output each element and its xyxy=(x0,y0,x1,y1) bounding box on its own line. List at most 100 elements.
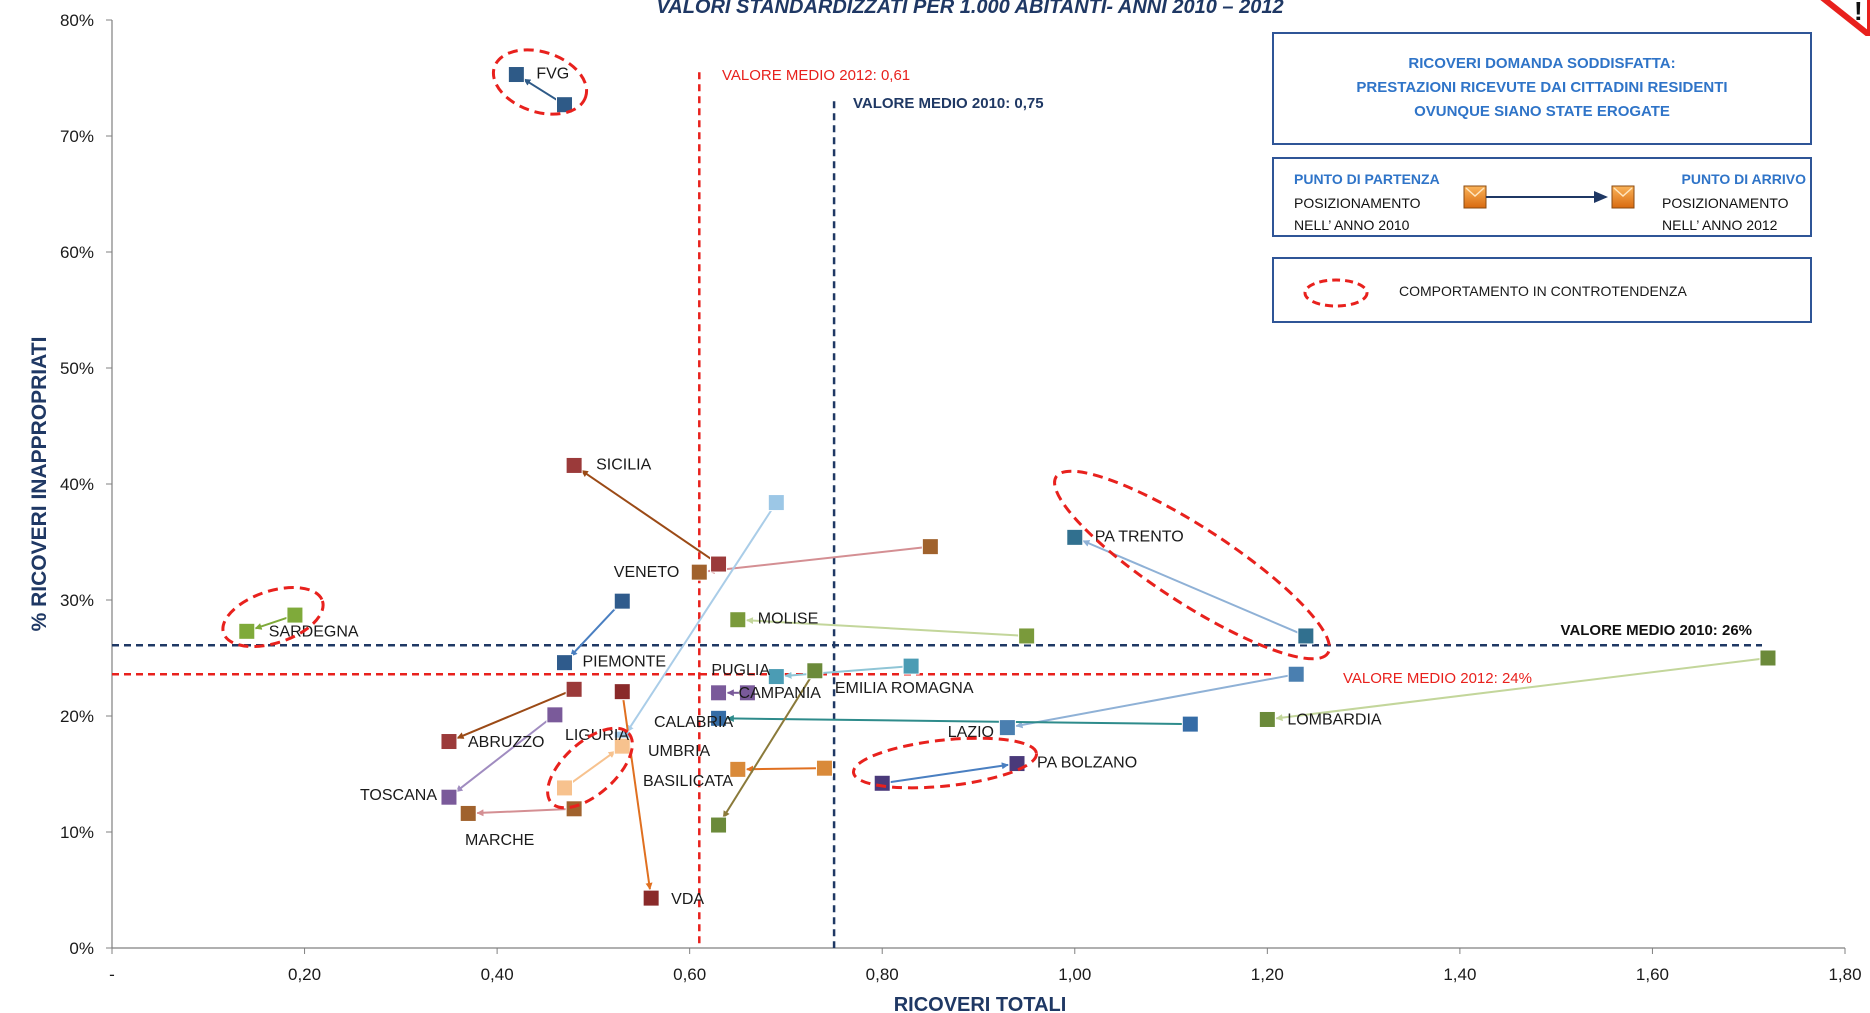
legend-description-box: RICOVERI DOMANDA SODDISFATTA: PRESTAZION… xyxy=(1272,32,1812,145)
point-label: CAMPANIA xyxy=(739,685,822,702)
point-label: SARDEGNA xyxy=(269,623,359,640)
point-label: ABRUZZO xyxy=(468,734,544,751)
movement-arrow xyxy=(722,677,812,818)
point-2010 xyxy=(738,684,756,702)
movement-arrow xyxy=(580,469,713,561)
point-2010 xyxy=(1297,627,1315,645)
point-label: LAZIO xyxy=(948,724,994,741)
point-2012 xyxy=(767,668,785,686)
point-label: PA TRENTO xyxy=(1095,528,1184,545)
x-tick-label: 1,80 xyxy=(1828,965,1861,984)
controtendenza-ellipse xyxy=(546,726,634,810)
x-tick-label: 1,60 xyxy=(1636,965,1669,984)
movement-arrow xyxy=(746,617,1019,637)
point-2012 xyxy=(459,804,477,822)
reference-line-label: VALORE MEDIO 2010: 26% xyxy=(1561,622,1752,639)
point-2010 xyxy=(710,555,728,573)
point-2010 xyxy=(815,759,833,777)
x-tick-label: 1,40 xyxy=(1443,965,1476,984)
point-label: MOLISE xyxy=(758,611,818,628)
legend-description-line-3: OVUNQUE SIANO STATE EROGATE xyxy=(1414,103,1670,120)
movement-arrow xyxy=(707,546,923,574)
controtendenza-ellipse xyxy=(491,48,589,116)
y-tick-label: 20% xyxy=(60,707,94,726)
point-label: EMILIA ROMAGNA xyxy=(835,680,974,697)
point-2010 xyxy=(902,657,920,675)
point-2012 xyxy=(238,622,256,640)
point-2010 xyxy=(556,779,574,797)
y-tick-label: 0% xyxy=(69,939,94,958)
point-label: VDA xyxy=(671,891,704,908)
point-2012 xyxy=(729,760,747,778)
y-tick-label: 30% xyxy=(60,591,94,610)
reference-line-label: VALORE MEDIO 2012: 0,61 xyxy=(722,67,910,84)
legend-description-line-2: PRESTAZIONI RICEVUTE DAI CITTADINI RESID… xyxy=(1356,79,1728,96)
point-label: LIGURIA xyxy=(565,727,629,744)
chart-title: VALORI STANDARDIZZATI PER 1.000 ABITANTI… xyxy=(656,0,1283,18)
y-axis-title: % RICOVERI INAPPROPRIATI xyxy=(28,337,51,632)
movement-arrow xyxy=(456,691,568,739)
reference-line-label: VALORE MEDIO 2012: 24% xyxy=(1343,670,1532,687)
x-tick-label: 0,20 xyxy=(288,965,321,984)
point-2012 xyxy=(440,788,458,806)
movement-arrow xyxy=(569,606,618,657)
legend-ellipse-icon xyxy=(1303,278,1369,308)
point-label: MARCHE xyxy=(465,832,534,849)
point-2010 xyxy=(546,706,564,724)
point-2010 xyxy=(565,800,583,818)
legend-end-line-1: POSIZIONAMENTO xyxy=(1662,195,1789,211)
y-tick-label: 80% xyxy=(60,11,94,30)
point-label: PIEMONTE xyxy=(583,654,667,671)
x-tick-label: - xyxy=(109,965,115,984)
point-label: SICILIA xyxy=(596,456,651,473)
point-label: LOMBARDIA xyxy=(1287,711,1382,728)
point-2010 xyxy=(1287,665,1305,683)
x-tick-label: 1,00 xyxy=(1058,965,1091,984)
x-tick-label: 1,20 xyxy=(1251,965,1284,984)
point-2012 xyxy=(710,684,728,702)
legend-end-title: PUNTO DI ARRIVO xyxy=(1681,171,1806,187)
point-2012 xyxy=(440,733,458,751)
legend-end-line-2: NELL’ ANNO 2012 xyxy=(1662,217,1778,233)
movement-arrow xyxy=(626,508,773,733)
movement-arrow xyxy=(570,750,616,785)
x-tick-label: 0,40 xyxy=(481,965,514,984)
controtendenza-ellipse xyxy=(851,736,1039,790)
warning-icon: ! xyxy=(1820,0,1870,36)
movement-arrow xyxy=(1082,539,1299,634)
legend-ellipse-text: COMPORTAMENTO IN CONTROTENDENZA xyxy=(1399,283,1687,299)
movement-arrow xyxy=(784,665,904,679)
point-label: TOSCANA xyxy=(360,787,437,804)
point-2012 xyxy=(565,456,583,474)
point-2010 xyxy=(921,538,939,556)
point-2012 xyxy=(642,889,660,907)
y-tick-label: 70% xyxy=(60,127,94,146)
point-2010 xyxy=(613,592,631,610)
movement-arrow xyxy=(523,78,559,102)
controtendenza-ellipse xyxy=(221,586,325,648)
y-tick-label: 10% xyxy=(60,823,94,842)
point-2010 xyxy=(286,606,304,624)
movement-arrow xyxy=(726,715,1183,726)
movement-arrow xyxy=(1015,674,1289,729)
y-tick-label: 50% xyxy=(60,359,94,378)
controtendenza-ellipse xyxy=(1053,469,1331,661)
point-2012 xyxy=(998,719,1016,737)
point-2012 xyxy=(556,654,574,672)
point-label: PUGLIA xyxy=(711,662,770,679)
point-2010 xyxy=(613,683,631,701)
point-2010 xyxy=(806,662,824,680)
point-label: CALABRIA xyxy=(654,714,733,731)
point-label: PA BOLZANO xyxy=(1037,755,1137,772)
point-2010 xyxy=(1181,715,1199,733)
point-2012 xyxy=(729,611,747,629)
point-2012 xyxy=(710,816,728,834)
point-2012 xyxy=(710,709,728,727)
y-tick-label: 40% xyxy=(60,475,94,494)
svg-text:!: ! xyxy=(1854,0,1863,26)
legend-start-line-2: NELL’ ANNO 2010 xyxy=(1294,217,1410,233)
movement-arrow xyxy=(455,718,550,793)
legend-arrow-example xyxy=(1463,185,1635,209)
point-2010 xyxy=(767,494,785,512)
